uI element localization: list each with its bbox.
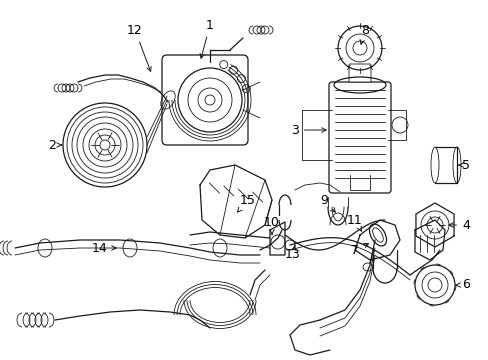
Text: 15: 15 xyxy=(237,194,255,212)
Text: 4: 4 xyxy=(448,219,469,231)
Text: 13: 13 xyxy=(285,246,300,261)
Text: 11: 11 xyxy=(346,213,362,232)
Text: 14: 14 xyxy=(92,242,116,255)
Text: 7: 7 xyxy=(350,243,368,257)
FancyBboxPatch shape xyxy=(328,82,390,193)
Text: 8: 8 xyxy=(359,23,368,44)
Text: 5: 5 xyxy=(458,158,469,171)
Text: 2: 2 xyxy=(48,139,61,152)
FancyBboxPatch shape xyxy=(348,64,370,82)
Text: 12: 12 xyxy=(127,23,151,71)
Text: 6: 6 xyxy=(455,279,469,292)
Text: 3: 3 xyxy=(290,123,325,136)
FancyBboxPatch shape xyxy=(162,55,247,145)
Text: 1: 1 xyxy=(200,18,214,58)
Text: 10: 10 xyxy=(264,216,279,234)
Text: 9: 9 xyxy=(320,194,335,212)
